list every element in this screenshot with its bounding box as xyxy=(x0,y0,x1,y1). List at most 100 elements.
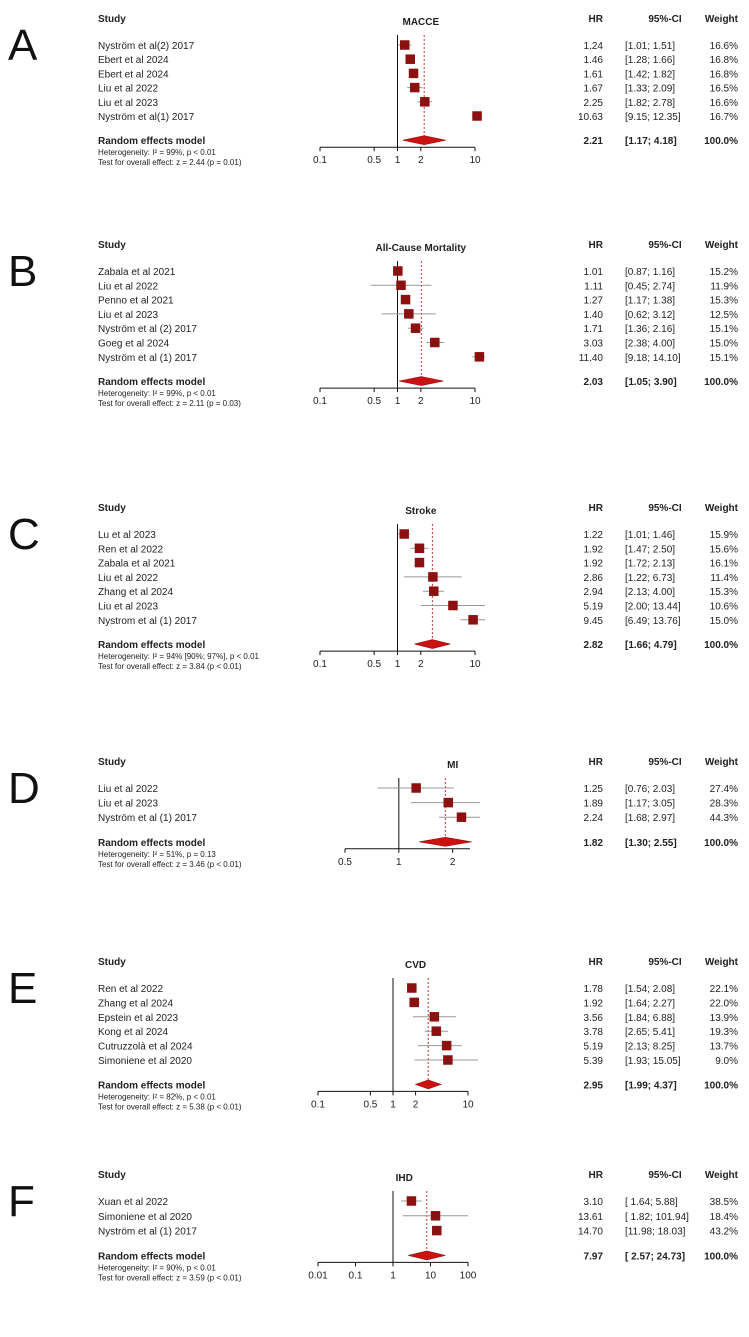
plot-title: MI xyxy=(447,760,458,771)
ci-value: [1.47; 2.50] xyxy=(625,544,675,555)
ci-value: [1.17; 3.05] xyxy=(625,799,675,810)
hr-header: HR xyxy=(589,757,604,768)
hr-box xyxy=(420,97,430,107)
hr-value: 11.40 xyxy=(579,353,604,364)
hr-box xyxy=(409,997,419,1008)
study-label: Ebert et al 2024 xyxy=(98,69,169,80)
ci-value: [0.76; 2.03] xyxy=(625,784,675,795)
x-tick-label: 0.1 xyxy=(313,155,327,166)
weight-value: 22.0% xyxy=(710,998,738,1009)
study-label: Nyström et al(2) 2017 xyxy=(98,41,195,52)
pooled-weight-value: 100.0% xyxy=(704,1080,738,1091)
x-tick-label: 0.1 xyxy=(311,1099,325,1110)
hr-box xyxy=(399,529,409,539)
x-tick-label: 1 xyxy=(396,857,402,868)
ci-value: [1.64; 2.27] xyxy=(625,998,675,1009)
pooled-label: Random effects model xyxy=(98,1080,205,1091)
hr-box xyxy=(407,983,417,993)
hr-value: 3.56 xyxy=(584,1013,604,1024)
study-header: Study xyxy=(98,1170,126,1181)
study-header: Study xyxy=(98,503,126,514)
hr-value: 2.94 xyxy=(584,587,604,598)
pooled-hr-value: 2.21 xyxy=(584,136,604,147)
overall-effect-text: Test for overall effect: z = 2.44 (p = 0… xyxy=(98,158,242,167)
weight-value: 16.1% xyxy=(710,559,738,570)
ci-value: [2.13; 8.25] xyxy=(625,1042,675,1053)
overall-effect-text: Test for overall effect: z = 2.11 (p = 0… xyxy=(98,399,241,408)
pooled-diamond xyxy=(399,376,444,386)
ci-value: [1.01; 1.46] xyxy=(625,530,675,541)
weight-value: 44.3% xyxy=(710,813,738,824)
ci-header: 95%-CI xyxy=(648,14,682,25)
hr-box xyxy=(441,1040,452,1051)
weight-value: 15.3% xyxy=(710,587,738,598)
hr-box xyxy=(443,797,454,808)
pooled-weight-value: 100.0% xyxy=(704,136,738,147)
hr-value: 1.40 xyxy=(584,310,604,321)
ci-value: [0.62; 3.12] xyxy=(625,310,675,321)
x-tick-label: 1 xyxy=(395,155,401,166)
hr-value: 1.24 xyxy=(584,41,604,52)
study-header: Study xyxy=(98,240,126,251)
ci-value: [2.65; 5.41] xyxy=(625,1027,675,1038)
panel-letter: B xyxy=(8,247,37,296)
heterogeneity-text: Heterogeneity: I² = 51%, p = 0.13 xyxy=(98,850,216,859)
ci-value: [1.84; 6.88] xyxy=(625,1013,675,1024)
x-tick-label: 1 xyxy=(390,1099,396,1110)
hr-box xyxy=(414,557,425,568)
pooled-hr-value: 1.82 xyxy=(584,838,604,849)
hr-box xyxy=(411,783,421,793)
weight-value: 10.6% xyxy=(710,602,738,613)
x-tick-label: 2 xyxy=(413,1099,419,1110)
weight-value: 13.9% xyxy=(710,1013,738,1024)
weight-header: Weight xyxy=(705,503,739,514)
ci-value: [6.49; 13.76] xyxy=(625,616,681,627)
hr-header: HR xyxy=(589,503,604,514)
x-tick-label: 1 xyxy=(390,1270,396,1281)
x-tick-label: 100 xyxy=(460,1270,477,1281)
x-tick-label: 2 xyxy=(418,659,424,670)
hr-box xyxy=(396,280,406,291)
x-tick-label: 1 xyxy=(395,659,401,670)
x-tick-label: 0.5 xyxy=(363,1099,377,1110)
weight-value: 11.9% xyxy=(710,281,738,292)
hr-box xyxy=(443,1055,453,1065)
hr-box xyxy=(472,111,482,121)
hr-box xyxy=(432,1225,442,1236)
pooled-hr-value: 2.03 xyxy=(584,377,604,388)
hr-value: 3.78 xyxy=(584,1027,604,1038)
pooled-ci-value: [1.05; 3.90] xyxy=(625,377,677,388)
hr-value: 1.67 xyxy=(584,84,604,95)
hr-value: 1.92 xyxy=(584,559,604,570)
hr-box xyxy=(408,68,419,79)
ci-value: [0.45; 2.74] xyxy=(625,281,675,292)
pooled-diamond xyxy=(414,1079,442,1090)
ci-value: [ 1.82; 101.94] xyxy=(625,1212,689,1223)
pooled-label: Random effects model xyxy=(98,640,205,651)
x-tick-label: 0.5 xyxy=(367,396,381,407)
panel-letter: E xyxy=(8,964,37,1013)
weight-header: Weight xyxy=(705,957,739,968)
study-label: Ren et al 2022 xyxy=(98,984,163,995)
weight-value: 18.4% xyxy=(710,1212,738,1223)
x-tick-label: 2 xyxy=(418,396,424,407)
hr-box xyxy=(400,294,411,305)
study-label: Liu et al 2023 xyxy=(98,799,158,810)
study-label: Lu et al 2023 xyxy=(98,530,156,541)
weight-value: 9.0% xyxy=(715,1056,738,1067)
study-label: Simoniene et al 2020 xyxy=(98,1056,192,1067)
ci-header: 95%-CI xyxy=(648,757,682,768)
weight-value: 15.0% xyxy=(710,339,738,350)
study-label: Nyström et al (1) 2017 xyxy=(98,353,197,364)
hr-value: 1.92 xyxy=(584,998,604,1009)
plot-title: IHD xyxy=(396,1173,413,1184)
ci-value: [9.15; 12.35] xyxy=(625,112,681,123)
forest-panel-f: F Study IHD HR 95%-CI Weight Xuan et al 2022 3.… xyxy=(8,1170,739,1282)
weight-header: Weight xyxy=(705,757,739,768)
ci-value: [1.72; 2.13] xyxy=(625,559,675,570)
weight-value: 15.2% xyxy=(710,267,738,278)
x-tick-label: 0.5 xyxy=(367,155,381,166)
study-label: Goeg et al 2024 xyxy=(98,339,170,350)
study-label: Nyström et al (1) 2017 xyxy=(98,813,197,824)
ci-value: [11.98; 18.03] xyxy=(625,1227,686,1238)
